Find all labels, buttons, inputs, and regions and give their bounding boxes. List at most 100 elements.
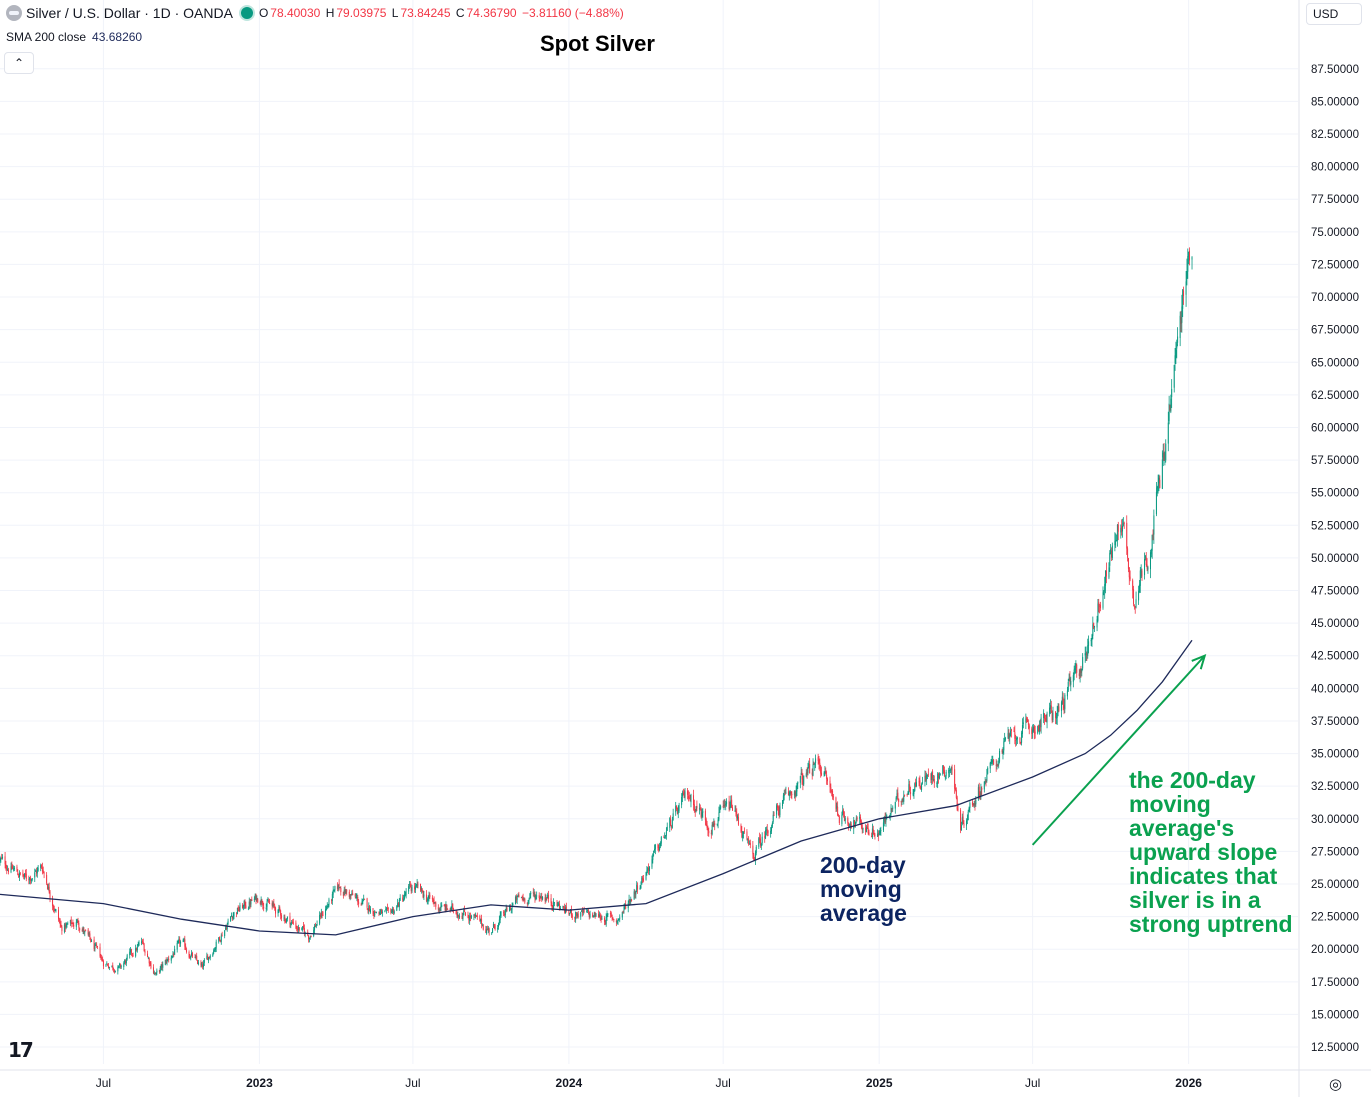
- y-tick-label: 45.00000: [1311, 618, 1359, 630]
- candle-body: [90, 937, 92, 942]
- market-status-icon[interactable]: [240, 7, 253, 19]
- candle-body: [1180, 317, 1182, 324]
- candle-body: [891, 808, 893, 810]
- candle-body: [648, 867, 650, 871]
- candle-body: [552, 906, 554, 909]
- candle-body: [1021, 724, 1023, 734]
- candle-body: [599, 914, 601, 919]
- candle-body: [687, 790, 689, 795]
- candle-body: [267, 900, 269, 902]
- candle-body: [458, 915, 460, 918]
- candle-body: [1111, 545, 1113, 558]
- candle-body: [830, 787, 832, 790]
- candle-body: [1073, 669, 1075, 675]
- candle-body: [807, 767, 809, 774]
- candle-body: [492, 928, 494, 933]
- candle-body: [890, 807, 892, 814]
- candle-body: [720, 806, 722, 809]
- currency-selector[interactable]: USD: [1306, 3, 1362, 25]
- candle-body: [280, 910, 282, 916]
- candle-body: [711, 824, 713, 835]
- candle-body: [954, 787, 956, 790]
- candle-body: [771, 822, 773, 827]
- candle-body: [497, 927, 499, 930]
- candle-body: [177, 941, 179, 943]
- candle-body: [102, 959, 104, 962]
- candle-body: [1140, 569, 1142, 571]
- time-axis[interactable]: Jul 2023 Jul 2024 Jul 2025 Jul 2026: [96, 1076, 1203, 1090]
- candle-body: [993, 759, 995, 765]
- candle-body: [1114, 540, 1116, 546]
- collapse-legend-button[interactable]: ⌃: [4, 52, 34, 74]
- candle-body: [154, 973, 156, 975]
- indicator-legend[interactable]: SMA 200 close 43.68260: [6, 30, 142, 44]
- candle-body: [1141, 570, 1143, 577]
- candle-body: [971, 802, 973, 805]
- candle-body: [642, 878, 644, 880]
- candle-body: [873, 832, 875, 834]
- candle-body: [915, 782, 917, 787]
- candle-body: [826, 778, 828, 782]
- candle-body: [927, 775, 929, 777]
- candle-body: [814, 763, 816, 765]
- candle-body: [352, 893, 354, 896]
- settings-gear-icon[interactable]: ◎: [1329, 1076, 1343, 1093]
- candle-body: [570, 909, 572, 913]
- candle-body: [279, 907, 281, 910]
- candle-body: [65, 925, 67, 928]
- candle-body: [1086, 653, 1088, 656]
- candle-body: [693, 804, 695, 811]
- candle-body: [835, 797, 837, 809]
- candle-body: [782, 795, 784, 802]
- candle-body: [119, 963, 121, 966]
- candle-body: [378, 912, 380, 915]
- candle-body: [735, 810, 737, 814]
- candle-body: [1151, 534, 1153, 551]
- candle-body: [672, 813, 674, 821]
- candle-body: [485, 929, 487, 933]
- candle-body: [960, 825, 962, 830]
- candle-body: [142, 942, 144, 945]
- candle-body: [89, 933, 91, 938]
- candle-body: [392, 909, 394, 913]
- candle-body: [1165, 443, 1167, 461]
- candle-body: [91, 940, 93, 942]
- candle-body: [220, 935, 222, 942]
- candle-body: [760, 843, 762, 847]
- candle-body: [286, 916, 288, 919]
- candle-body: [861, 825, 863, 830]
- candle-body: [233, 912, 235, 917]
- candle-body: [77, 919, 79, 923]
- candle-body: [130, 949, 132, 953]
- tradingview-logo[interactable]: 17: [8, 1038, 34, 1062]
- candle-body: [106, 963, 108, 965]
- candle-body: [350, 894, 352, 896]
- candle-body: [24, 873, 26, 875]
- candle-body: [6, 869, 8, 871]
- candle-body: [1031, 728, 1033, 734]
- candle-body: [208, 956, 210, 958]
- candle-body: [1050, 705, 1052, 713]
- candle-body: [261, 900, 263, 903]
- price-axis[interactable]: 87.50000 85.00000 82.50000 80.00000 77.50000…: [1311, 64, 1359, 1054]
- candle-body: [158, 970, 160, 972]
- candle-body: [473, 914, 475, 917]
- candle-body: [731, 799, 733, 808]
- candle-body: [212, 954, 214, 957]
- candle-body: [589, 913, 591, 918]
- candle-body: [165, 960, 167, 963]
- candle-body: [248, 901, 250, 908]
- candle-body: [921, 784, 923, 790]
- candle-body: [977, 787, 979, 800]
- candle-body: [82, 928, 84, 932]
- candle-body: [556, 902, 558, 907]
- candle-body: [13, 868, 15, 870]
- candle-body: [342, 891, 344, 896]
- symbol-title[interactable]: Silver / U.S. Dollar · 1D · OANDA: [26, 5, 233, 21]
- candle-body: [522, 897, 524, 901]
- low-value: 73.84245: [400, 6, 451, 20]
- candle-body: [297, 929, 299, 931]
- candle-body: [274, 905, 276, 909]
- candle-body: [592, 914, 594, 917]
